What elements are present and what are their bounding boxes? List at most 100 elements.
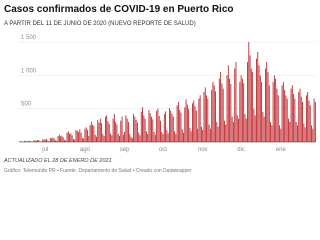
bar [300, 96, 302, 142]
bar [277, 95, 279, 142]
bar [197, 128, 199, 142]
bar [209, 128, 211, 142]
bar [49, 138, 51, 142]
bar [81, 138, 83, 142]
x-tick-label: ene [276, 147, 287, 153]
bar [202, 130, 204, 142]
bar [88, 136, 90, 142]
bar [212, 82, 214, 142]
y-tick-label: 1 500 [21, 35, 37, 41]
bar [144, 118, 146, 142]
bar [97, 120, 99, 142]
bar [121, 116, 123, 142]
bar [75, 130, 77, 142]
bar [258, 65, 260, 142]
bar [230, 84, 232, 142]
bar [198, 98, 200, 142]
bar [291, 85, 293, 142]
bar [232, 122, 234, 142]
bar [29, 140, 31, 142]
bar [253, 108, 255, 142]
bar [249, 55, 251, 143]
bar [189, 128, 191, 142]
bar [222, 88, 224, 142]
bar [194, 106, 196, 142]
bar [231, 116, 233, 142]
bar [162, 134, 164, 142]
bar [273, 75, 275, 142]
bar [90, 122, 92, 142]
bar [44, 139, 46, 142]
bar [221, 83, 223, 142]
bar [46, 139, 47, 142]
bar [115, 122, 117, 142]
bar [294, 98, 296, 142]
bar [225, 124, 227, 142]
bar [206, 95, 207, 142]
bar [303, 123, 305, 142]
bar [256, 58, 257, 142]
bar [213, 85, 215, 142]
bar [55, 140, 56, 142]
bar [259, 75, 261, 142]
bar [247, 62, 248, 142]
bar [116, 124, 118, 142]
bar [130, 136, 132, 142]
bar [181, 129, 183, 142]
bar [175, 134, 177, 142]
bar [168, 108, 170, 142]
bar [74, 139, 76, 142]
bar [271, 125, 273, 142]
bar [195, 110, 197, 142]
bar [200, 126, 202, 142]
bar [125, 115, 127, 142]
bar [106, 115, 108, 142]
bar [208, 124, 210, 142]
bar [261, 82, 263, 142]
bar [281, 85, 283, 142]
bar [156, 110, 158, 142]
bar [218, 78, 220, 142]
bar [128, 122, 129, 142]
x-tick-label: sep [120, 147, 130, 153]
bar [254, 115, 256, 142]
bar [185, 99, 187, 142]
bar [295, 122, 297, 142]
bar [107, 121, 109, 142]
bar [193, 100, 195, 142]
bar [110, 133, 111, 142]
bar [153, 132, 155, 142]
bar [84, 128, 86, 142]
bar [135, 120, 137, 142]
bar [289, 122, 291, 142]
bar [76, 130, 78, 142]
bar [113, 114, 115, 142]
bar [183, 132, 184, 142]
bar [239, 82, 241, 142]
bar [145, 131, 147, 142]
bar [93, 126, 95, 142]
bar [69, 134, 71, 142]
bar [179, 110, 181, 142]
bar [26, 141, 28, 142]
bar [124, 132, 126, 142]
bar [309, 105, 311, 142]
bar [170, 110, 172, 142]
bar [89, 125, 91, 142]
bar [312, 128, 314, 142]
bar [224, 120, 225, 142]
bar [266, 62, 268, 142]
bar [199, 95, 201, 142]
bar [314, 102, 316, 142]
bar [152, 119, 154, 142]
bar [47, 140, 49, 142]
bar [136, 122, 138, 142]
bar [308, 100, 310, 142]
bar [262, 112, 264, 142]
bar [148, 110, 150, 142]
bar [61, 135, 63, 142]
bar [126, 118, 128, 142]
update-note: ACTUALIZADO EL 28 DE ENERO DE 2021 [3, 158, 112, 164]
bar [282, 82, 284, 142]
bar [171, 114, 173, 142]
